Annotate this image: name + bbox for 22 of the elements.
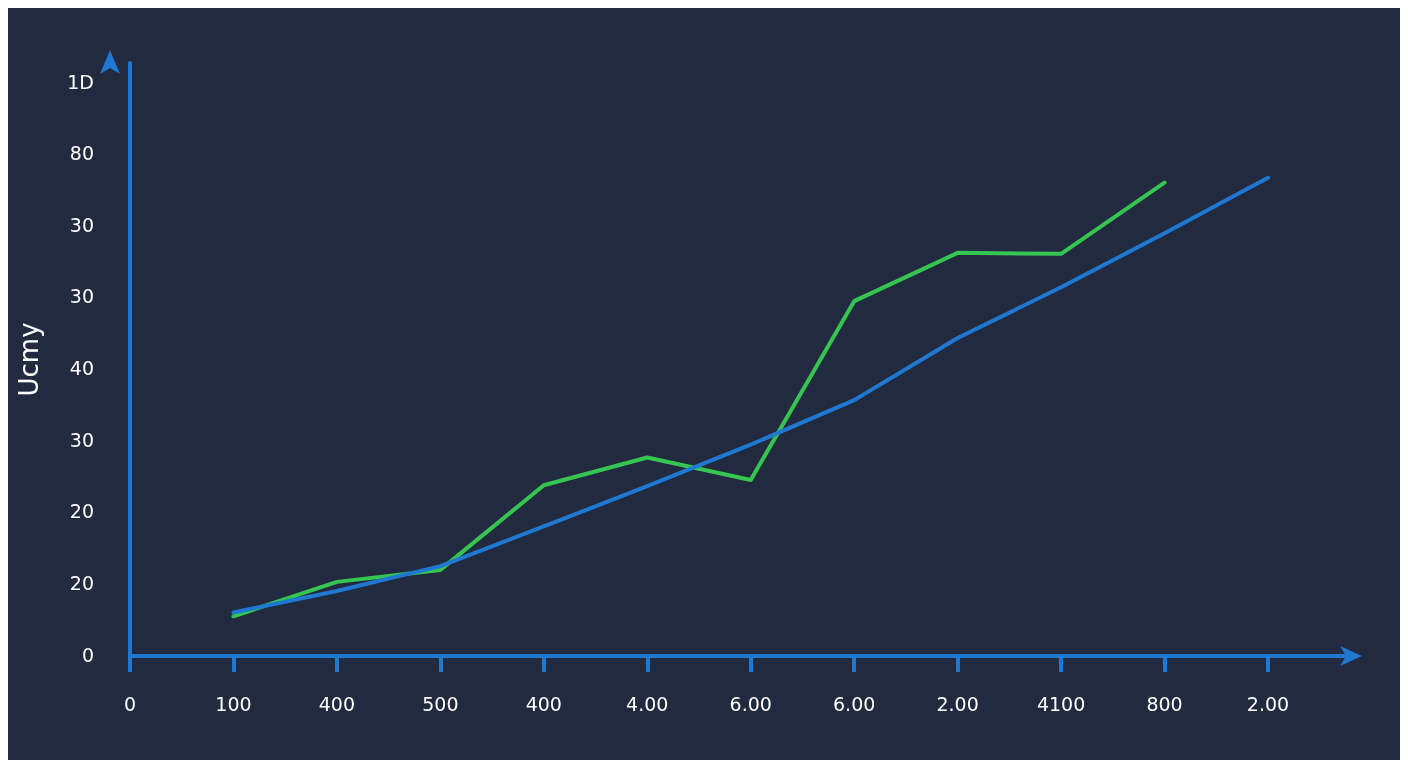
text: 40 (69, 357, 95, 379)
x-tick-label: 2.00 (936, 692, 979, 715)
x-tick-label: 4100 (1036, 692, 1086, 715)
x-tick-label: 6.00 (729, 692, 772, 715)
x-tick-label: 100 (215, 692, 252, 715)
text: 1D (67, 70, 94, 93)
x-tick-label: 800 (1146, 692, 1183, 715)
x-tick-label: 4.00 (626, 692, 669, 715)
x-tick-label: 500 (422, 692, 459, 715)
text: 30 (69, 213, 95, 236)
text: 30 (69, 428, 95, 451)
x-tick-label: 400 (318, 692, 356, 715)
x-tick-label: 2.00 (1246, 692, 1290, 715)
text: 0 (81, 643, 95, 666)
x-tick-label: 0 (123, 692, 137, 715)
text: 20 (69, 500, 95, 523)
text: 20 (69, 571, 95, 594)
x-tick-label: 6.00 (833, 692, 876, 715)
x-tick-label: 400 (525, 692, 562, 715)
text: 80 (69, 142, 95, 165)
text: 30 (69, 285, 95, 308)
y-axis-title: Ucmy (14, 322, 44, 397)
